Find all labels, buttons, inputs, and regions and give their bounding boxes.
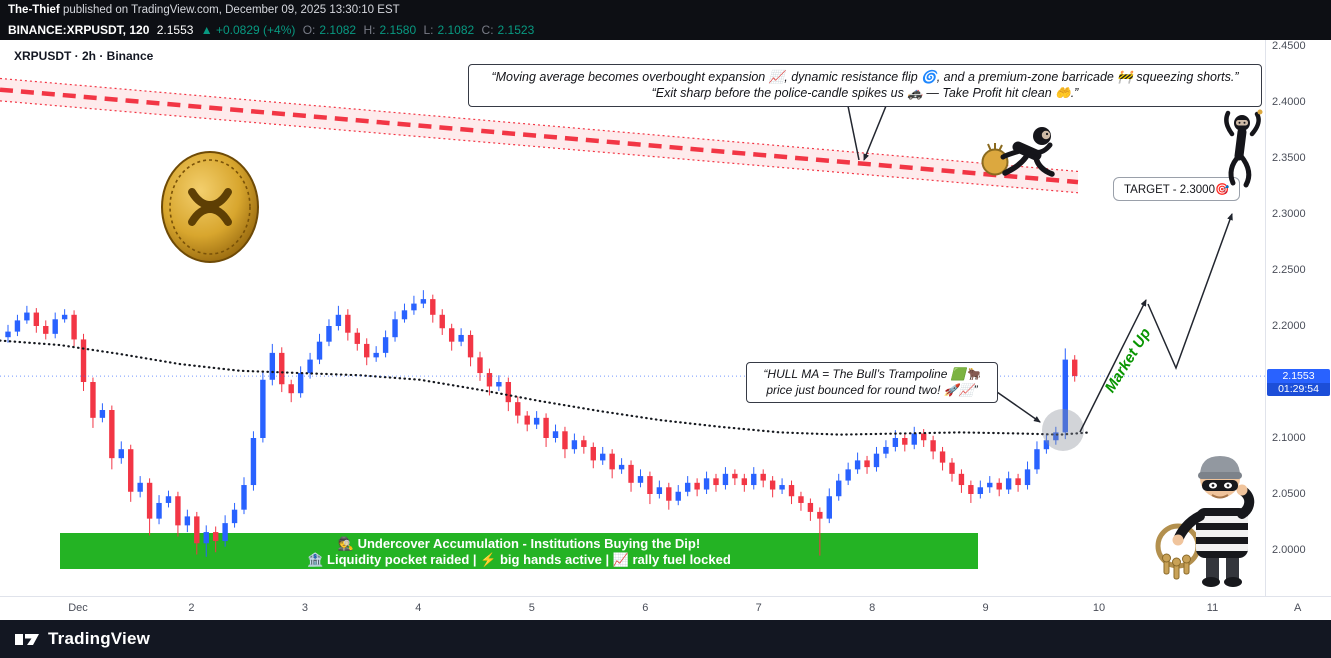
time-axis-label: 7: [755, 602, 762, 614]
target-label[interactable]: TARGET - 2.3000🎯: [1113, 177, 1241, 201]
time-axis-label: Dec: [68, 602, 88, 614]
chart-legend[interactable]: XRPUSDT · 2h · Binance: [14, 49, 154, 63]
footer-bar: TradingView: [0, 620, 1331, 658]
thief-runner-illustration: [978, 122, 1070, 182]
annotation-arrows: [847, 105, 1233, 433]
quote-annotation[interactable]: “Moving average becomes overbought expan…: [468, 64, 1262, 107]
price-scale-label: 2.1000: [1272, 432, 1306, 444]
price-scale-label: 2.4000: [1272, 96, 1306, 108]
price-scale-label: 2.2500: [1272, 264, 1306, 276]
price-badge-countdown: 01:29:54: [1267, 383, 1330, 397]
auto-scale-button[interactable]: A: [1294, 602, 1302, 614]
time-axis-label: 10: [1092, 602, 1106, 614]
open-label: O:: [302, 23, 316, 37]
quote-line2: “Exit sharp before the police-candle spi…: [651, 86, 1079, 101]
time-axis-label: 11: [1206, 602, 1219, 614]
hull-line2: price just bounced for round two! 🚀📈”: [766, 382, 978, 397]
time-axis-label: 8: [869, 602, 876, 614]
banner-line1: 🕵️ Undercover Accumulation - Institution…: [338, 536, 700, 551]
hull-ma-annotation[interactable]: “HULL MA = The Bull’s Trampoline 🟩🐂 pric…: [746, 362, 998, 404]
price-scale-label: 2.0000: [1272, 544, 1306, 556]
open-value: 2.1082: [319, 23, 357, 37]
high-label: H:: [363, 23, 376, 37]
price-scale-label: 2.3000: [1272, 208, 1306, 220]
close-value: 2.1523: [497, 23, 535, 37]
low-value: 2.1082: [437, 23, 475, 37]
ticker-change: ▲ +0.0829 (+4%): [200, 23, 296, 37]
publish-info: published on TradingView.com, December 0…: [59, 4, 400, 16]
resistance-channel[interactable]: [0, 77, 1079, 194]
tradingview-logo-icon[interactable]: [14, 629, 40, 649]
publisher-name: The-Thief: [8, 4, 60, 16]
banner-line2: 🏦 Liquidity pocket raided | ⚡ big hands …: [307, 552, 731, 568]
bounce-highlight: [1042, 409, 1084, 451]
thief-jumping-illustration: [1218, 106, 1268, 196]
time-axis-label: 4: [415, 602, 422, 614]
thief-keys-illustration: [1150, 450, 1260, 588]
price-chart[interactable]: 🕵️ Undercover Accumulation - Institution…: [0, 40, 1265, 596]
hull-ma-line[interactable]: [0, 339, 1265, 436]
close-label: C:: [481, 23, 494, 37]
burglar-mask: [1202, 480, 1238, 491]
market-up-arrow-2: [1147, 213, 1233, 371]
quote-arrow-left: [847, 105, 860, 161]
time-axis[interactable]: A Dec 2 3 4 5 6 7 8 9 10 11: [0, 596, 1331, 621]
price-scale-label: 2.2000: [1272, 320, 1306, 332]
high-value: 2.1580: [379, 23, 417, 37]
ticker-last-price: 2.1553: [156, 23, 194, 37]
quote-line1: “Moving average becomes overbought expan…: [491, 70, 1239, 84]
xrp-coin-illustration: [160, 150, 260, 264]
ticker-symbol: BINANCE:XRPUSDT, 120: [8, 23, 150, 37]
price-scale[interactable]: 2.1553 01:29:54 2.4500 2.4000 2.3500 2.3000…: [1265, 40, 1331, 596]
hull-line1: “HULL MA = The Bull’s Trampoline 🟩🐂: [763, 367, 981, 381]
ticker-bar: BINANCE:XRPUSDT, 120 2.1553 ▲ +0.0829 (+…: [0, 20, 1331, 40]
price-scale-label: 2.3500: [1272, 152, 1306, 164]
price-badge-value: 2.1553: [1267, 369, 1330, 384]
xrp-symbol: [188, 188, 232, 226]
price-scale-label: 2.4500: [1272, 40, 1306, 52]
publish-bar: The-Thief published on TradingView.com, …: [0, 0, 1331, 20]
time-axis-label: 2: [188, 602, 195, 614]
low-label: L:: [423, 23, 434, 37]
time-axis-label: 5: [528, 602, 535, 614]
tradingview-wordmark[interactable]: TradingView: [48, 629, 151, 648]
candles: [5, 290, 1078, 557]
quote-arrow-right: [863, 105, 887, 161]
market-up-arrow-1: [1079, 299, 1147, 433]
hull-arrow: [996, 391, 1041, 423]
time-axis-label: 3: [301, 602, 308, 614]
time-axis-label: 9: [982, 602, 989, 614]
price-badge: 2.1553 01:29:54: [1267, 369, 1330, 397]
price-scale-label: 2.0500: [1272, 488, 1306, 500]
time-axis-label: 6: [642, 602, 649, 614]
